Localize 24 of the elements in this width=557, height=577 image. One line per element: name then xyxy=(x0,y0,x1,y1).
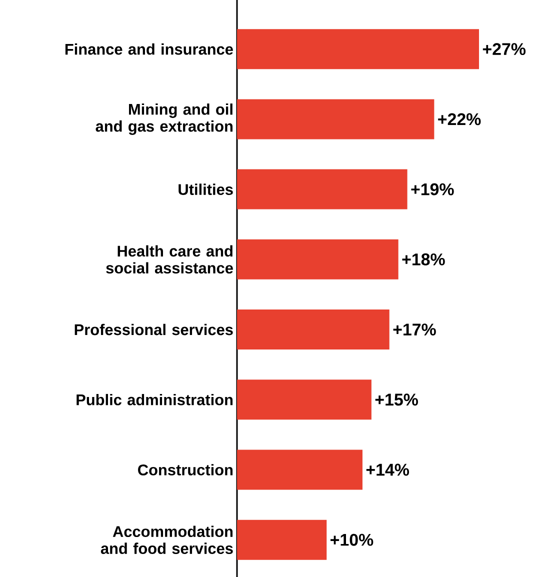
data-label: +22% xyxy=(438,113,481,126)
data-label: +17% xyxy=(393,324,436,336)
y-tick-label: Public administration xyxy=(76,394,233,406)
bar xyxy=(237,169,408,210)
bar xyxy=(237,99,434,140)
data-label: +15% xyxy=(375,394,418,406)
y-tick-label: Professional services xyxy=(74,324,233,336)
y-tick-label: Mining and oil and gas extraction xyxy=(96,103,232,135)
y-tick-label: Finance and insurance xyxy=(65,43,233,55)
data-label: +10% xyxy=(330,534,374,546)
bar xyxy=(237,310,390,350)
y-tick-label: Construction xyxy=(138,464,233,476)
bar xyxy=(237,29,480,70)
data-label: +18% xyxy=(402,253,445,266)
y-tick-label: Accommodation and food services xyxy=(100,526,233,554)
y-tick-label: Health care and social assistance xyxy=(106,245,233,274)
bar xyxy=(237,450,362,490)
bar xyxy=(237,380,372,420)
bar xyxy=(237,239,398,280)
data-label: +19% xyxy=(411,183,454,196)
bar xyxy=(237,520,327,560)
data-label: +14% xyxy=(366,464,410,476)
y-tick-label: Utilities xyxy=(178,184,233,195)
data-label: +27% xyxy=(482,43,526,56)
